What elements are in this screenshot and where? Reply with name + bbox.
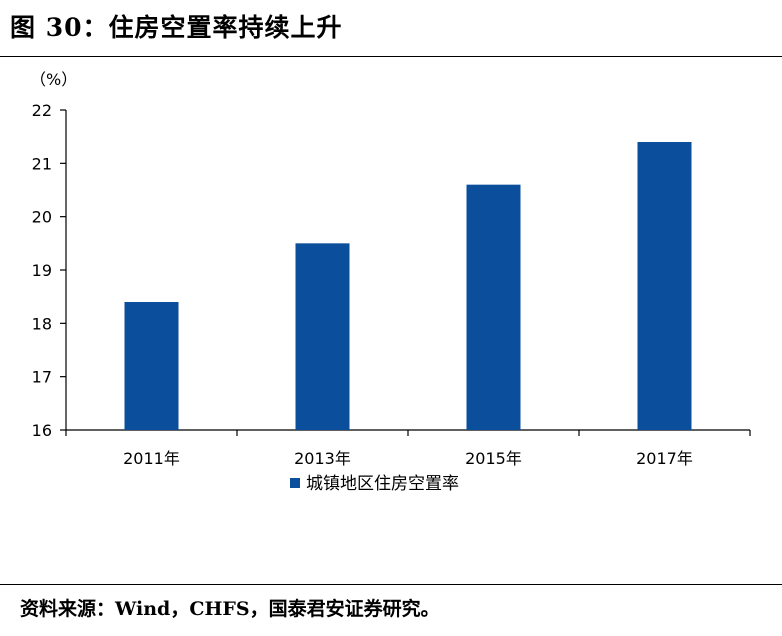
y-tick-label: 18 — [32, 314, 52, 333]
bottom-divider — [0, 584, 782, 585]
x-tick-label: 2013年 — [294, 449, 351, 468]
bar-2017年 — [637, 142, 692, 430]
legend: 城镇地区住房空置率 — [290, 474, 459, 494]
bar-2013年 — [295, 243, 350, 430]
y-axis-unit-label: （%） — [30, 70, 77, 89]
top-divider — [0, 56, 782, 57]
y-tick-label: 17 — [32, 368, 52, 387]
x-tick-label: 2017年 — [636, 449, 693, 468]
y-tick-label: 21 — [32, 154, 52, 173]
y-tick-label: 16 — [32, 421, 52, 440]
y-tick-label: 19 — [32, 261, 52, 280]
y-tick-label: 22 — [32, 101, 52, 120]
bar-2015年 — [466, 184, 521, 430]
x-tick-label: 2015年 — [465, 449, 522, 468]
figure-title: 图 30：住房空置率持续上升 — [10, 13, 343, 42]
x-axis: 2011年 2013年 2015年 2017年 — [65, 429, 751, 468]
bar-2011年 — [124, 302, 179, 430]
legend-swatch — [290, 478, 300, 488]
legend-label: 城镇地区住房空置率 — [306, 474, 459, 494]
y-axis: 16 17 18 19 20 21 22 — [32, 101, 67, 440]
y-tick-label: 20 — [32, 208, 52, 227]
source-note: 资料来源：Wind，CHFS，国泰君安证券研究。 — [20, 598, 440, 620]
bars — [124, 142, 692, 430]
x-tick-label: 2011年 — [123, 449, 180, 468]
